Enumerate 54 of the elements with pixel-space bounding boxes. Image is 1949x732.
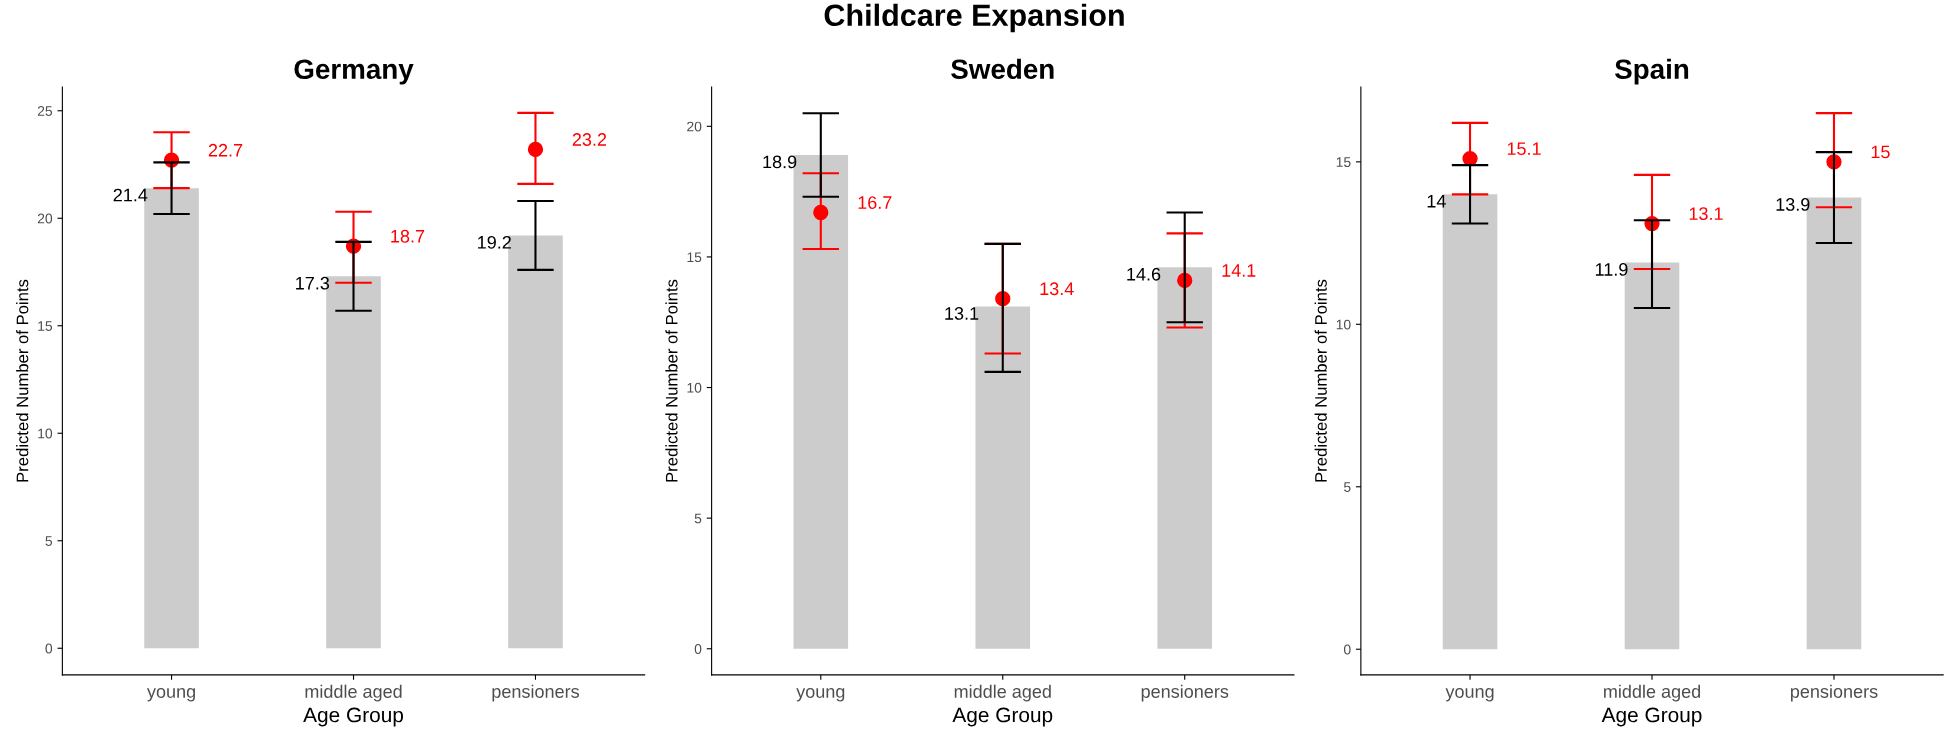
chart-title: Spain xyxy=(1615,58,1689,85)
x-tick-label: pensioners xyxy=(492,684,579,702)
x-tick-label: young xyxy=(1445,687,1494,702)
y-tick-label: 15 xyxy=(687,252,702,263)
data-label: 22.7 xyxy=(208,143,243,157)
x-axis-title: Age Group xyxy=(1601,707,1702,727)
x-tick-label: pensioners xyxy=(1141,684,1229,702)
y-tick-label: 0 xyxy=(45,643,53,654)
y-tick-label: 0 xyxy=(694,644,702,654)
data-label: 19.2 xyxy=(478,235,511,249)
x-tick-label: young xyxy=(147,687,195,702)
y-tick-label: 20 xyxy=(687,121,702,132)
point xyxy=(813,204,829,221)
data-label: 14.1 xyxy=(1222,264,1256,277)
data-label: 15.1 xyxy=(1507,142,1541,156)
chart-title: Sweden xyxy=(951,58,1054,80)
y-tick-label: 10 xyxy=(687,382,702,393)
y-tick-label: 10 xyxy=(38,428,53,439)
x-tick-label: middle aged xyxy=(305,684,402,702)
chart-title: Germany xyxy=(294,59,414,85)
data-label: 16.7 xyxy=(858,196,892,209)
data-label: 13.1 xyxy=(945,307,979,320)
y-tick-label: 0 xyxy=(1343,644,1351,655)
x-axis-title: Age Group xyxy=(952,707,1053,727)
y-tick-label: 5 xyxy=(694,513,702,524)
data-label: 18.7 xyxy=(391,229,425,243)
data-label: 14.6 xyxy=(1127,267,1161,281)
data-label: 13.4 xyxy=(1040,282,1074,296)
x-axis-title: Age Group xyxy=(303,707,404,727)
y-tick-label: 5 xyxy=(1343,482,1351,492)
point xyxy=(527,141,544,158)
data-label: 17.3 xyxy=(296,276,330,290)
x-tick-label: middle aged xyxy=(954,684,1051,702)
x-tick-label: middle aged xyxy=(1604,684,1701,702)
y-tick-label: 20 xyxy=(37,213,53,224)
data-label: 21.4 xyxy=(113,188,148,202)
data-label: 13.9 xyxy=(1776,198,1810,211)
data-label: 11.9 xyxy=(1595,263,1628,276)
data-label: 13.1 xyxy=(1689,207,1723,221)
y-tick-label: 10 xyxy=(1336,319,1351,330)
x-tick-label: young xyxy=(796,687,845,702)
data-label: 18.9 xyxy=(763,155,797,169)
text: Childcare Expansion xyxy=(824,3,1124,33)
y-axis-title: Predicted Number of Points xyxy=(665,279,678,482)
x-tick-label: pensioners xyxy=(1790,684,1878,702)
y-tick-label: 15 xyxy=(38,321,53,331)
data-label: 14 xyxy=(1427,195,1446,208)
data-label: 23.2 xyxy=(572,133,607,146)
y-tick-label: 5 xyxy=(45,536,53,546)
y-tick-label: 25 xyxy=(37,106,53,116)
y-tick-label: 15 xyxy=(1336,157,1351,168)
y-axis-title: Predicted Number of Points xyxy=(16,279,29,482)
y-axis-title: Predicted Number of Points xyxy=(1314,279,1327,482)
data-label: 15 xyxy=(1871,145,1890,159)
